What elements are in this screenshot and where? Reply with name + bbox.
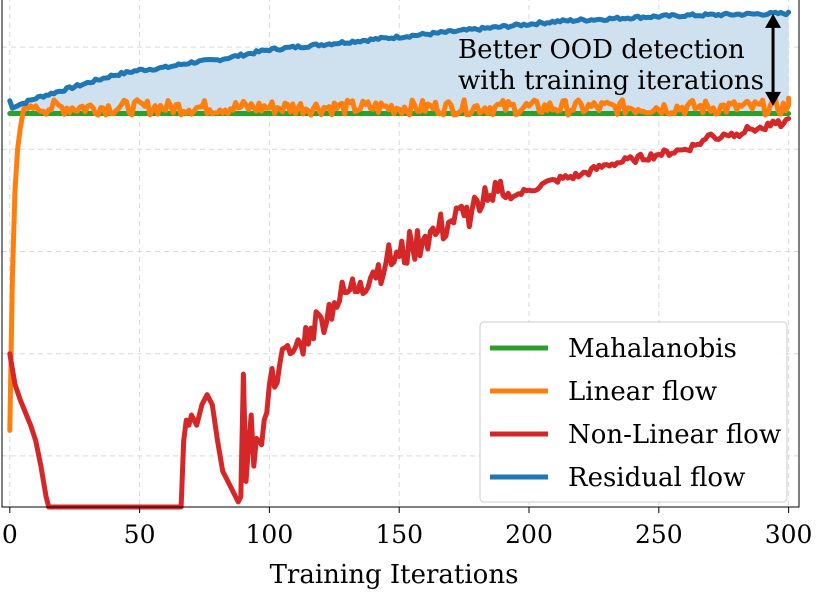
legend-box xyxy=(479,321,788,503)
annotation-arrow-head-up xyxy=(765,13,782,28)
legend-label: Linear flow xyxy=(568,377,717,407)
shaded-region xyxy=(9,12,789,114)
series-line-residual-flow xyxy=(7,9,792,111)
x-axis-label: Training Iterations xyxy=(270,560,519,590)
x-tick-label: 0 xyxy=(2,520,18,549)
series-line-non-linear-flow xyxy=(7,116,792,510)
x-tick-label: 150 xyxy=(375,520,423,549)
shaded-region-fill xyxy=(9,12,789,114)
legend-label: Residual flow xyxy=(568,463,745,493)
annotation-line-1: Better OOD detection xyxy=(458,35,745,65)
legend-label: Mahalanobis xyxy=(568,334,737,364)
x-tick-label: 300 xyxy=(765,520,813,549)
x-tick-label: 50 xyxy=(124,520,156,549)
annotation-arrow-head-down xyxy=(765,91,782,106)
x-tick-label: 250 xyxy=(635,520,683,549)
annotation: Better OOD detection with training itera… xyxy=(458,13,782,106)
plot-frame xyxy=(1,0,800,508)
x-tick-label: 100 xyxy=(246,520,294,549)
annotation-line-2: with training iterations xyxy=(458,66,764,96)
legend-label: Non-Linear flow xyxy=(568,420,781,450)
x-axis: 0 50 100 150 200 250 300 xyxy=(2,507,813,549)
x-tick-label: 200 xyxy=(505,520,553,549)
series-lines xyxy=(7,9,792,510)
series-line-linear-flow xyxy=(7,95,792,433)
legend: Mahalanobis Linear flow Non-Linear flow Res… xyxy=(479,321,788,503)
